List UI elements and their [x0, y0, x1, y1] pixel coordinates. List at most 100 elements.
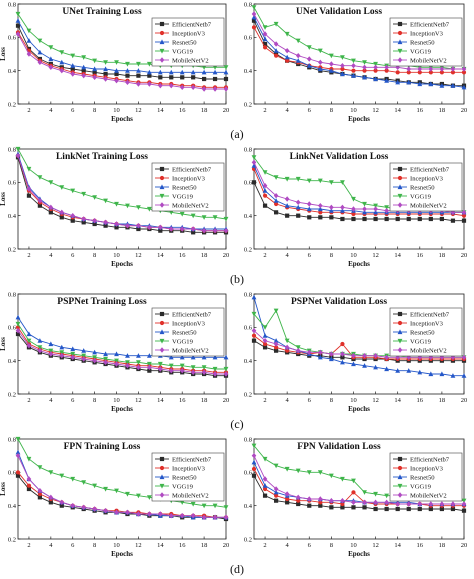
- x-tick-label: 20: [223, 252, 230, 259]
- data-point: [92, 195, 98, 200]
- legend-label: EfficientNetb7: [410, 456, 450, 463]
- data-point: [262, 325, 268, 330]
- data-point: [37, 495, 42, 500]
- data-point: [26, 342, 32, 349]
- x-tick-label: 16: [417, 397, 424, 404]
- data-point: [461, 70, 467, 75]
- y-tick-label: 0.8: [244, 291, 252, 298]
- data-point: [15, 473, 21, 478]
- x-tick-label: 2: [263, 107, 266, 114]
- x-tick-label: 8: [93, 252, 96, 259]
- data-point: [190, 512, 196, 519]
- data-point: [318, 202, 323, 209]
- data-point: [373, 499, 378, 506]
- data-point: [273, 192, 279, 199]
- data-point: [92, 58, 98, 64]
- data-point: [81, 348, 87, 353]
- legend-label: InceptionV3: [172, 465, 206, 472]
- data-point: [223, 86, 229, 92]
- data-point: [384, 64, 389, 71]
- legend: EfficientNetb7 InceptionV3 Resnet50 VGG19 Mo…: [151, 452, 225, 502]
- data-point: [81, 220, 86, 225]
- data-point: [26, 331, 32, 337]
- data-point: [362, 363, 367, 368]
- data-point: [285, 500, 290, 505]
- data-point: [81, 504, 86, 511]
- data-point: [373, 61, 378, 67]
- y-tick-label: 0.8: [8, 436, 16, 443]
- data-point: [168, 210, 174, 215]
- legend-label: EfficientNetb7: [410, 21, 450, 28]
- data-point: [59, 185, 65, 190]
- legend-label: EfficientNetb7: [410, 311, 450, 318]
- legend-label: VGG19: [172, 48, 194, 55]
- data-point: [92, 355, 98, 360]
- series-mobilenetv2: [15, 31, 229, 92]
- data-point: [136, 222, 141, 229]
- data-point: [26, 456, 32, 462]
- x-axis-label: Epochs: [348, 115, 370, 123]
- x-tick-label: 16: [417, 542, 424, 549]
- data-point: [417, 506, 422, 512]
- data-point: [180, 75, 185, 80]
- x-tick-label: 18: [439, 107, 446, 114]
- data-point: [273, 338, 279, 343]
- data-point: [329, 204, 334, 211]
- data-point: [428, 216, 433, 222]
- plot-frame: [253, 148, 465, 250]
- data-point: [318, 496, 323, 502]
- data-point: [92, 357, 97, 364]
- x-tick-label: 10: [113, 542, 120, 549]
- data-point: [306, 470, 312, 475]
- data-point: [251, 327, 257, 334]
- data-point: [284, 344, 290, 351]
- legend-label: VGG19: [172, 338, 194, 345]
- data-point: [406, 66, 412, 72]
- legend-label: InceptionV3: [410, 175, 444, 182]
- y-tick-label: 0.6: [8, 35, 17, 42]
- series-line: [17, 438, 227, 508]
- data-point: [125, 79, 130, 86]
- data-point: [295, 204, 301, 210]
- data-point: [251, 163, 257, 168]
- data-point: [15, 449, 21, 455]
- data-point: [81, 72, 86, 79]
- data-point: [362, 74, 367, 80]
- x-tick-label: 6: [71, 252, 75, 259]
- legend-marker: [397, 320, 403, 326]
- legend-label: InceptionV3: [172, 30, 206, 37]
- data-point: [37, 491, 42, 497]
- data-point: [158, 82, 163, 89]
- series-line: [17, 317, 226, 358]
- data-point: [351, 352, 356, 359]
- legend-label: InceptionV3: [172, 320, 206, 327]
- legend-label: VGG19: [172, 193, 194, 200]
- y-tick-label: 0.4: [8, 68, 17, 75]
- data-point: [136, 81, 141, 87]
- data-point: [48, 470, 54, 475]
- x-tick-label: 18: [439, 252, 446, 259]
- data-point: [114, 509, 119, 516]
- data-point: [329, 215, 334, 220]
- x-tick-label: 14: [394, 107, 401, 114]
- data-point: [103, 71, 108, 77]
- data-point: [351, 478, 356, 484]
- legend-marker: [159, 30, 165, 36]
- data-point: [328, 180, 334, 185]
- data-point: [37, 338, 43, 343]
- data-point: [201, 86, 207, 92]
- data-point: [190, 369, 196, 376]
- data-point: [26, 38, 32, 43]
- data-point: [395, 79, 401, 85]
- x-tick-label: 12: [372, 252, 379, 259]
- data-point: [362, 209, 367, 215]
- data-point: [351, 490, 356, 495]
- data-point: [340, 71, 345, 77]
- data-point: [251, 466, 257, 472]
- data-point: [306, 206, 312, 212]
- data-point: [262, 476, 268, 482]
- legend-marker: [159, 483, 165, 489]
- y-tick-label: 0.8: [8, 291, 16, 298]
- data-point: [146, 206, 152, 212]
- legend-label: MobileNetV2: [410, 492, 447, 499]
